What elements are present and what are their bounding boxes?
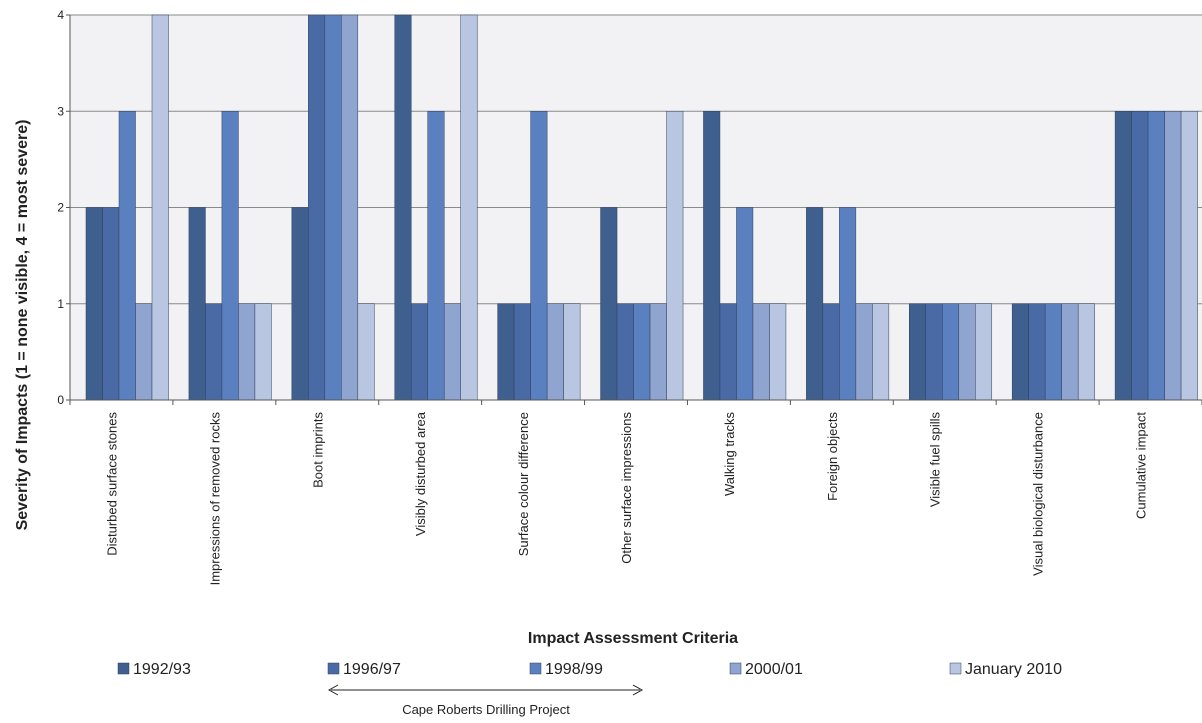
bar xyxy=(1028,303,1046,401)
annotation-text: Cape Roberts Drilling Project xyxy=(402,702,570,717)
legend-label: 1996/97 xyxy=(343,661,401,678)
bar xyxy=(427,111,445,401)
legend-swatch xyxy=(117,662,130,675)
bar xyxy=(1164,111,1182,401)
bar xyxy=(769,303,787,401)
category-label: Boot imprints xyxy=(310,412,325,488)
bar xyxy=(1077,303,1095,401)
category-label: Impressions of removed rocks xyxy=(207,412,222,586)
y-tick-label: 0 xyxy=(57,393,64,407)
bar xyxy=(341,14,359,401)
bar xyxy=(975,303,993,401)
bar xyxy=(752,303,770,401)
bar xyxy=(822,303,840,401)
bar xyxy=(563,303,581,401)
axes xyxy=(66,14,1202,405)
legend: 1992/93 1996/97 1998/99 2000/01 January 2010 xyxy=(117,661,1062,678)
bar xyxy=(85,207,103,401)
annotation-arrow-right-head xyxy=(632,684,644,696)
bar xyxy=(238,303,256,401)
bar xyxy=(703,111,721,401)
bar xyxy=(1147,111,1165,401)
project-annotation: Cape Roberts Drilling Project xyxy=(327,684,644,717)
y-tick-label: 1 xyxy=(57,297,64,311)
bar xyxy=(357,303,375,401)
category-label: Disturbed surface stones xyxy=(104,412,119,556)
category-label: Walking tracks xyxy=(722,412,737,497)
bar xyxy=(443,303,461,401)
category-label: Foreign objects xyxy=(825,412,840,501)
bar xyxy=(205,303,223,401)
bar xyxy=(666,111,684,401)
bar xyxy=(649,303,667,401)
bars xyxy=(85,14,1198,401)
bar xyxy=(1011,303,1029,401)
bar xyxy=(135,303,153,401)
bar xyxy=(188,207,206,401)
y-tick-label: 2 xyxy=(57,201,64,215)
bar xyxy=(633,303,651,401)
bar xyxy=(806,207,824,401)
bar xyxy=(872,303,890,401)
bar xyxy=(1114,111,1132,401)
bar xyxy=(546,303,564,401)
legend-label: 2000/01 xyxy=(745,661,803,678)
legend-swatch xyxy=(327,662,340,675)
category-label: Visual biological disturbance xyxy=(1031,412,1046,576)
bar xyxy=(855,303,873,401)
bar xyxy=(394,14,412,401)
legend-label: 1998/99 xyxy=(545,661,603,678)
category-label: Visibly disturbed area xyxy=(413,411,428,536)
bar xyxy=(942,303,960,401)
legend-label: January 2010 xyxy=(965,661,1062,678)
legend-swatch xyxy=(949,662,962,675)
category-label: Other surface impressions xyxy=(619,412,634,564)
legend-swatch xyxy=(729,662,742,675)
bar xyxy=(460,14,478,401)
bar xyxy=(719,303,737,401)
legend-swatch xyxy=(529,662,542,675)
bar xyxy=(736,207,754,401)
bar xyxy=(958,303,976,401)
bar xyxy=(616,303,634,401)
bar xyxy=(254,303,272,401)
bar xyxy=(600,207,618,401)
bar xyxy=(497,303,515,401)
bar xyxy=(513,303,531,401)
y-tick-label: 4 xyxy=(57,8,64,22)
annotation-arrow-left-head xyxy=(327,684,339,696)
bar xyxy=(102,207,120,401)
category-label: Visible fuel spills xyxy=(928,412,943,508)
bar xyxy=(1044,303,1062,401)
bar xyxy=(839,207,857,401)
bar xyxy=(530,111,548,401)
bar xyxy=(410,303,428,401)
bar xyxy=(151,14,169,401)
bar xyxy=(324,14,342,401)
bar xyxy=(118,111,136,401)
bar xyxy=(1180,111,1198,401)
bar xyxy=(925,303,943,401)
bar xyxy=(909,303,927,401)
y-tick-label: 3 xyxy=(57,104,64,118)
bar xyxy=(1061,303,1079,401)
category-label: Cumulative impact xyxy=(1134,412,1149,519)
bar xyxy=(291,207,309,401)
y-axis-title: Severity of Impacts (1 = none visible, 4… xyxy=(14,120,31,531)
bar xyxy=(308,14,326,401)
bar xyxy=(1131,111,1149,401)
category-labels: Disturbed surface stones Impressions of r… xyxy=(104,411,1148,585)
legend-label: 1992/93 xyxy=(133,661,191,678)
y-tick-labels: 0 1 2 3 4 xyxy=(57,8,64,407)
category-label: Surface colour difference xyxy=(516,412,531,556)
bar xyxy=(221,111,239,401)
x-axis-title: Impact Assessment Criteria xyxy=(528,630,738,647)
